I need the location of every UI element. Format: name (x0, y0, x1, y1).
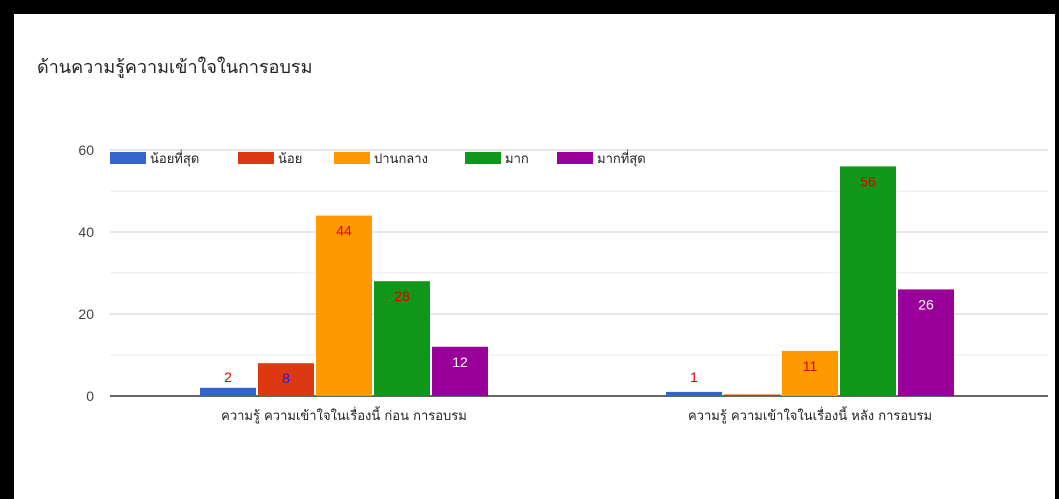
y-tick-label: 40 (78, 224, 94, 240)
bar (782, 350, 838, 396)
bar (374, 281, 430, 396)
legend-label: มากที่สุด (597, 150, 646, 167)
legend-swatch (557, 152, 593, 164)
category-label: ความรู้ ความเข้าใจในเรื่องนี้ หลัง การอบ… (688, 406, 932, 424)
data-label: 26 (918, 296, 934, 312)
legend-label: ปานกลาง (374, 152, 428, 167)
data-label: 2 (224, 369, 232, 385)
y-tick-label: 0 (86, 388, 94, 404)
data-label: 12 (452, 354, 468, 370)
legend-swatch (110, 152, 146, 164)
data-label: 8 (282, 370, 290, 386)
data-label: 11 (803, 358, 818, 374)
legend-swatch (238, 152, 274, 164)
data-label: 1 (690, 369, 698, 385)
bar (432, 346, 488, 396)
bar (316, 215, 372, 396)
bar (840, 166, 896, 396)
legend-label: น้อย (278, 152, 302, 167)
bar (200, 387, 256, 396)
bar (258, 363, 314, 396)
data-label: 28 (394, 288, 410, 304)
legend-swatch (465, 152, 501, 164)
y-tick-label: 60 (78, 142, 94, 158)
legend-label: น้อยที่สุด (150, 150, 199, 167)
bar (724, 394, 780, 396)
y-tick-label: 20 (78, 306, 94, 322)
legend-label: มาก (505, 152, 529, 167)
chart-title: ด้านความรู้ความเข้าใจในการอบรม (37, 57, 313, 78)
data-label: 56 (860, 173, 876, 189)
legend-swatch (334, 152, 370, 164)
data-label: 44 (336, 223, 352, 239)
bar (898, 289, 954, 396)
category-label: ความรู้ ความเข้าใจในเรื่องนี้ ก่อน การอบ… (221, 406, 467, 424)
bar (666, 391, 722, 396)
